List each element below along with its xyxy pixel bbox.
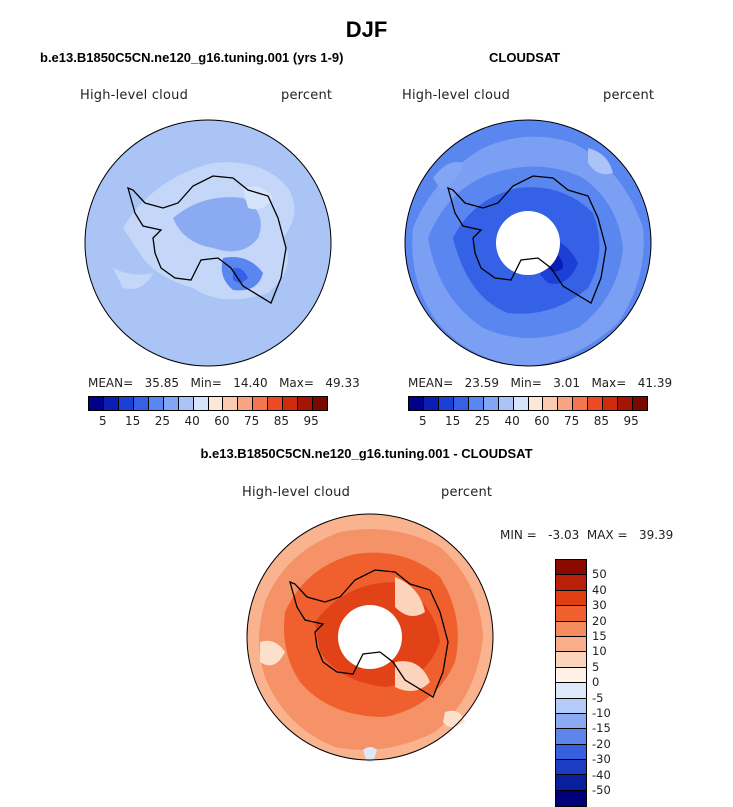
colorbar-swatch [103,397,119,410]
colorbar-swatch [528,397,544,410]
colorbar-swatch [558,397,574,410]
colorbar-swatch [423,397,439,410]
model-panel-title: b.e13.B1850C5CN.ne120_g16.tuning.001 (yr… [40,50,344,65]
colorbar-swatch [409,397,424,410]
colorbar-swatch [438,397,454,410]
colorbar-tick-label: 0 [592,675,600,690]
colorbar-swatch [283,397,299,410]
obs-stats: MEAN= 23.59 Min= 3.01 Max= 41.39 [408,376,673,390]
colorbar-swatch [268,397,284,410]
colorbar-swatch [556,575,586,591]
colorbar-swatch [178,397,194,410]
colorbar-swatch [556,606,586,622]
colorbar-tick-label: 5 [99,414,107,428]
colorbar-tick-label: 75 [563,414,580,428]
colorbar-swatch [588,397,604,410]
colorbar-swatch [556,760,586,776]
colorbar-tick-label: 95 [623,414,639,428]
colorbar-swatch [556,667,586,684]
colorbar-swatch [556,683,586,699]
colorbar-tick-label: 95 [303,414,319,428]
colorbar-tick-label: 15 [592,629,607,643]
colorbar-swatch [618,397,634,410]
colorbar-tick-label: -30 [592,752,611,767]
colorbar-swatch [556,729,586,745]
colorbar-tick-label: -15 [592,721,611,736]
colorbar-swatch [208,397,224,410]
colorbar-tick-label: -20 [592,736,611,751]
colorbar-swatch [498,397,514,410]
colorbar-swatch [118,397,134,410]
colorbar-swatch [556,744,586,761]
colorbar-tick-label: 85 [273,414,290,428]
colorbar-tick-label: 15 [124,414,141,428]
colorbar-swatch [556,621,586,637]
colorbar-swatch [148,397,164,410]
colorbar-swatch [603,397,619,410]
colorbar-swatch [556,590,586,607]
colorbar-tick-label: 60 [534,414,550,428]
colorbar-tick-label: 5 [419,414,427,428]
colorbar-swatch [556,652,586,668]
model-colorbar [88,396,328,411]
diff-units-label: percent [441,485,493,500]
colorbar-tick-label: -40 [592,767,611,782]
obs-variable-label: High-level cloud [402,88,511,103]
colorbar-tick-label: 40 [184,414,200,428]
colorbar-swatch [483,397,499,410]
colorbar-swatch [556,775,586,791]
colorbar-swatch [556,790,586,807]
colorbar-tick-label: -5 [592,690,604,705]
model-polar-map [84,119,332,367]
model-units-label: percent [281,88,333,103]
colorbar-tick-label: 40 [504,414,520,428]
colorbar-swatch [193,397,209,410]
colorbar-tick-label: 25 [474,414,491,428]
obs-polar-map [404,119,652,367]
colorbar-tick-label: -10 [592,706,611,720]
colorbar-swatch [298,397,314,410]
colorbar-tick-label: 85 [593,414,610,428]
colorbar-tick-label: 60 [214,414,230,428]
diff-colorbar [555,559,587,807]
colorbar-swatch [543,397,559,410]
colorbar-tick-label: 75 [243,414,260,428]
colorbar-swatch [556,698,586,714]
diff-variable-label: High-level cloud [242,485,351,500]
colorbar-swatch [573,397,589,410]
diff-panel-title: b.e13.B1850C5CN.ne120_g16.tuning.001 - C… [200,446,533,461]
colorbar-swatch [513,397,529,410]
obs-panel-title: CLOUDSAT [489,50,561,65]
model-stats: MEAN= 35.85 Min= 14.40 Max= 49.33 [88,376,360,390]
colorbar-tick-label: 10 [592,644,607,659]
colorbar-tick-label: 30 [592,598,607,613]
colorbar-tick-label: 50 [592,567,607,582]
model-variable-label: High-level cloud [80,88,189,103]
colorbar-swatch [633,397,647,410]
colorbar-swatch [313,397,327,410]
colorbar-swatch [556,560,586,576]
colorbar-swatch [453,397,469,410]
diff-minmax: MIN = -3.03 MAX = 39.39 [500,528,674,542]
page-title: DJF [345,17,388,42]
colorbar-tick-label: 25 [154,414,171,428]
colorbar-swatch [238,397,254,410]
colorbar-swatch [253,397,269,410]
colorbar-swatch [89,397,104,410]
colorbar-tick-label: 20 [592,613,607,628]
colorbar-tick-label: 40 [592,582,607,597]
diff-polar-map [246,513,494,762]
colorbar-swatch [556,636,586,653]
colorbar-tick-label: 15 [444,414,461,428]
colorbar-swatch [223,397,239,410]
colorbar-tick-label: 5 [592,659,600,674]
colorbar-swatch [133,397,149,410]
obs-units-label: percent [603,88,655,103]
obs-colorbar [408,396,648,411]
colorbar-swatch [556,713,586,730]
colorbar-tick-label: -50 [592,783,611,797]
colorbar-swatch [468,397,484,410]
colorbar-swatch [163,397,179,410]
